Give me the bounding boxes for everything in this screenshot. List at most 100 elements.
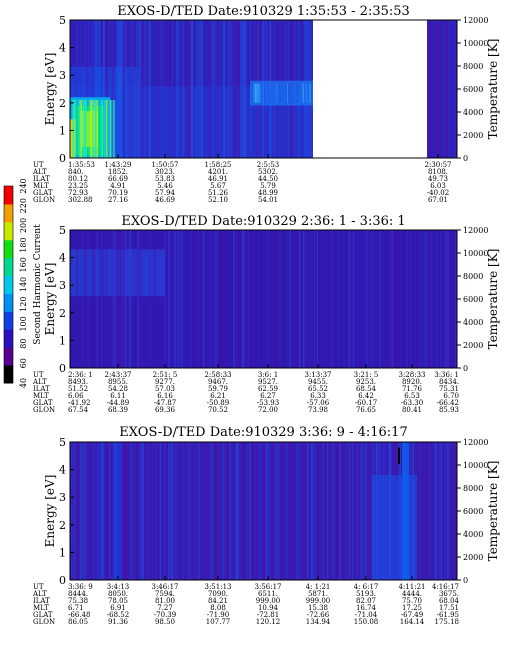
ephemeris-cell: 81.00 [155, 597, 175, 605]
ephemeris-cell: 82.07 [356, 597, 376, 605]
ephemeris-cell: 4:11:21 [399, 583, 426, 591]
y2-tick-label: 6000 [463, 507, 483, 516]
ephemeris-row-label: ALT [32, 168, 47, 176]
ephemeris-cell: 6.70 [443, 392, 459, 400]
ephemeris-row-label: GLAT [33, 399, 53, 407]
ephemeris-cell: 78.05 [108, 597, 128, 605]
ephemeris-cell: 1852. [108, 168, 128, 176]
y-tick-label: 5 [59, 436, 66, 449]
panel-title: EXOS-D/TED Date:910329 2:36: 1 - 3:36: 1 [121, 214, 405, 229]
ephemeris-cell: 54.28 [108, 385, 128, 393]
ephemeris-cell: 107.77 [206, 618, 231, 626]
ephemeris-cell: 6.03 [430, 182, 446, 190]
ephemeris-row-label: UT [33, 371, 44, 379]
ephemeris-cell: 3:21: 5 [354, 371, 379, 379]
ephemeris-cell: 9277. [155, 378, 175, 386]
ephemeris-cell: 80.41 [402, 406, 422, 414]
ephemeris-cell: 120.12 [256, 618, 281, 626]
y-axis-label: Energy [eV] [43, 263, 57, 336]
colorbar-tick-label: 80 [19, 339, 28, 349]
ephemeris-cell: 67.54 [68, 406, 89, 414]
y2-tick-label: 4000 [463, 318, 483, 327]
ephemeris-cell: 59.79 [208, 385, 228, 393]
ephemeris-row-label: GLON [33, 196, 55, 204]
y2-tick-label: 8000 [463, 272, 483, 281]
ephemeris-row-label: ALT [32, 378, 47, 386]
ephemeris-cell: -66.42 [437, 399, 459, 407]
ephemeris-cell: 9455. [308, 378, 328, 386]
ephemeris-cell: 3:28:33 [399, 371, 426, 379]
spectrogram-streaks [70, 230, 457, 368]
ephemeris-cell: 6.11 [110, 392, 126, 400]
ephemeris-cell: -40.02 [427, 189, 449, 197]
ephemeris-cell: 98.50 [155, 618, 175, 626]
ephemeris-cell: 840. [68, 168, 84, 176]
ephemeris-cell: 75.38 [68, 597, 88, 605]
panel-3: EXOS-D/TED Date:910329 3:36: 9 - 4:16:17… [32, 425, 500, 626]
ephemeris-cell: 68.54 [356, 385, 377, 393]
ephemeris-cell: 5.46 [157, 182, 173, 190]
panel-title: EXOS-D/TED Date:910329 1:35:53 - 2:35:53 [117, 4, 410, 19]
y-tick-label: 0 [59, 152, 66, 165]
colorbar-tick-label: 140 [19, 277, 28, 292]
ephemeris-row-label: GLAT [33, 611, 53, 619]
ephemeris-cell: 52.10 [208, 196, 228, 204]
colorbar-swatch [4, 365, 13, 384]
colorbar-tick-label: 40 [19, 378, 28, 388]
y-tick-label: 0 [59, 362, 66, 375]
ephemeris-cell: 3:51:13 [205, 583, 232, 591]
ephemeris-cell: 65.52 [308, 385, 328, 393]
ephemeris-cell: 4:16:17 [432, 583, 459, 591]
ephemeris-cell: 6.16 [157, 392, 173, 400]
colorbar-tick-label: 60 [19, 358, 28, 368]
ephemeris-row-label: UT [33, 161, 44, 169]
ephemeris-cell: 5302. [258, 168, 278, 176]
ephemeris-cell: 8.08 [210, 604, 226, 612]
ephemeris-cell: 8108. [428, 168, 448, 176]
ephemeris-cell: 2:36: 1 [68, 371, 93, 379]
colorbar: 40 60 80 100 120 140 160 180 200 220 240 Second Har… [3, 178, 43, 388]
y-tick-label: 1 [59, 546, 66, 559]
ephemeris-row-label: UT [33, 583, 44, 591]
ephemeris-row-label: ILAT [33, 385, 50, 393]
ephemeris-cell: 51.52 [68, 385, 88, 393]
ephemeris-row-label: GLON [33, 406, 55, 414]
colorbar-tick-label: 200 [19, 218, 28, 233]
colorbar-swatch [4, 257, 13, 277]
ephemeris-cell: 3:6: 1 [258, 371, 278, 379]
ephemeris-cell: 6511. [258, 590, 278, 598]
ephemeris-row-label: MLT [33, 604, 49, 612]
ephemeris-cell: 175.18 [435, 618, 460, 626]
ephemeris-cell: 6.06 [68, 392, 84, 400]
y2-tick-label: 10000 [463, 39, 488, 48]
ephemeris-cell: 6.71 [68, 604, 84, 612]
colorbar-tick-label: 100 [19, 316, 28, 331]
ephemeris-cell: 51.26 [208, 189, 229, 197]
ephemeris-cell: 67.01 [428, 196, 448, 204]
colorbar-tick-label: 160 [19, 257, 28, 272]
ephemeris-cell: 73.98 [308, 406, 328, 414]
ephemeris-cell: -71.90 [207, 611, 229, 619]
ephemeris-cell: 72.93 [68, 189, 88, 197]
ephemeris-cell: -41.92 [68, 399, 90, 407]
y2-tick-label: 8000 [463, 62, 483, 71]
ephemeris-cell: 8920. [402, 378, 422, 386]
ephemeris-cell: 69.36 [155, 406, 176, 414]
y2-tick-label: 12000 [463, 438, 488, 447]
colorbar-tick-label: 240 [19, 178, 28, 193]
ephemeris-cell: 5.79 [260, 182, 276, 190]
ephemeris-cell: 27.16 [108, 196, 129, 204]
ephemeris-cell: -71.04 [355, 611, 378, 619]
ephemeris-cell: 16.74 [356, 604, 377, 612]
colorbar-swatch [4, 293, 13, 312]
ephemeris-cell: 68.39 [108, 406, 128, 414]
colorbar-swatch [4, 275, 13, 294]
ephemeris-cell: 8955. [108, 378, 128, 386]
y2-axis-label: Temperature [K] [486, 39, 500, 140]
ephemeris-cell: 46.69 [155, 196, 175, 204]
y-tick-label: 2 [59, 519, 66, 532]
ephemeris-cell: 3:56:17 [255, 583, 282, 591]
ephemeris-cell: 7.27 [157, 604, 173, 612]
